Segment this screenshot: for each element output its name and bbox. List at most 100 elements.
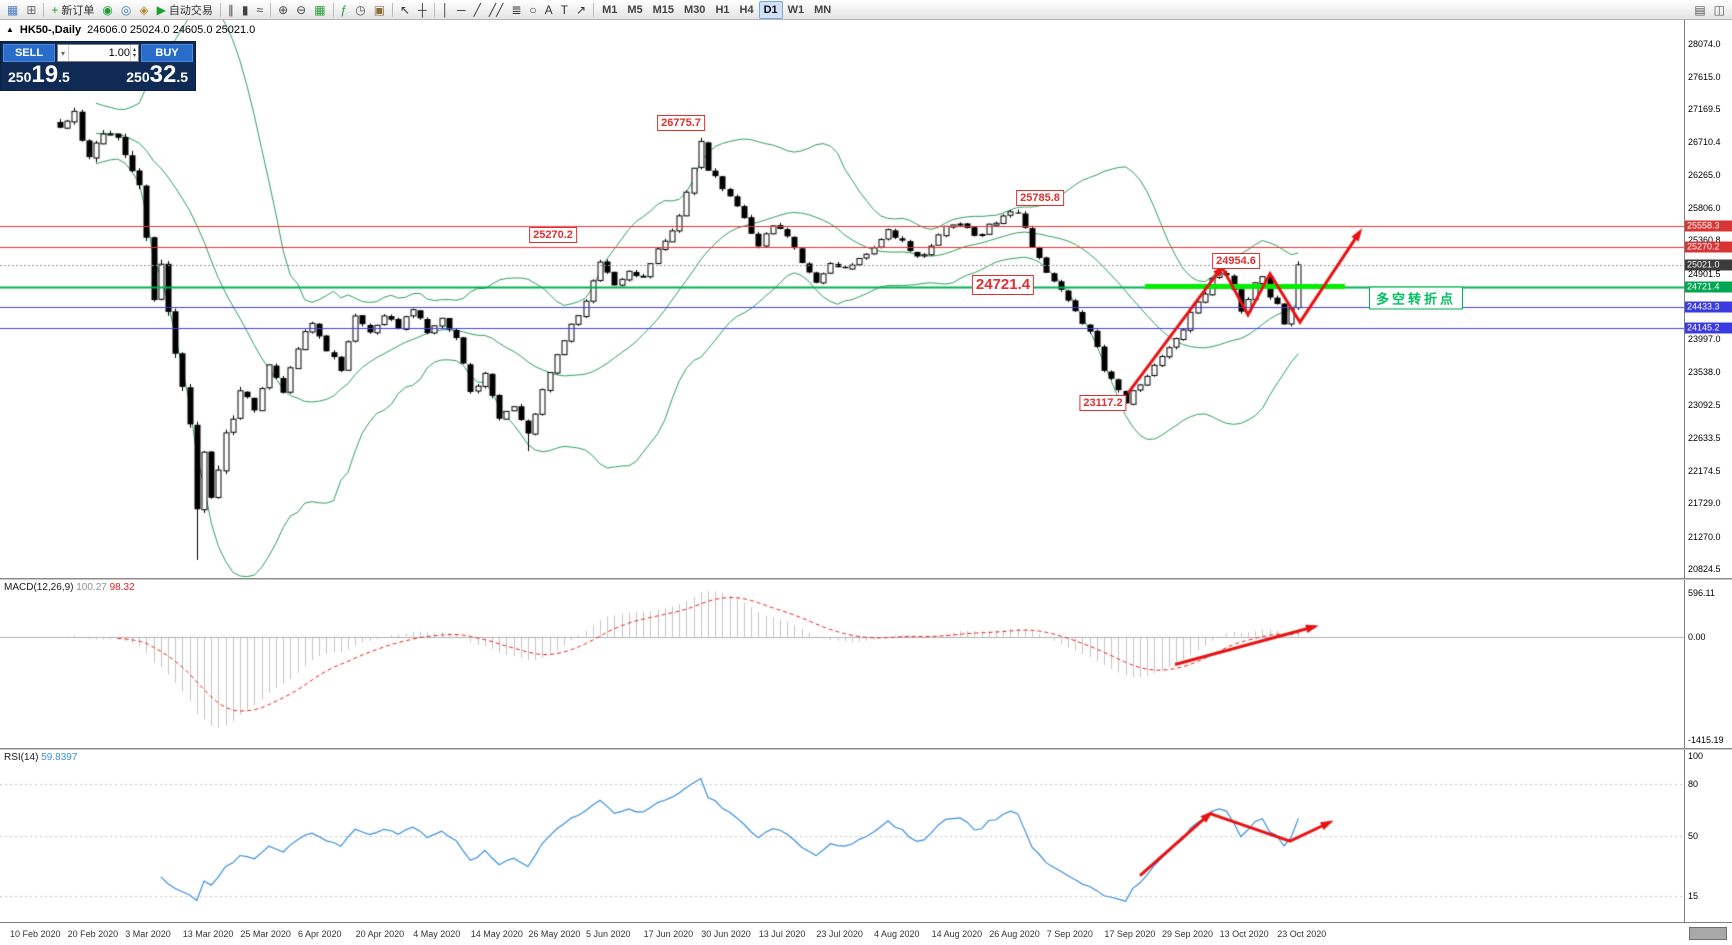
new-order-button[interactable]: + 新订单 bbox=[47, 1, 98, 19]
volume-up-icon[interactable]: ▴ bbox=[132, 47, 136, 53]
toolbar-separator bbox=[219, 2, 221, 17]
price-tag: 24721.4 bbox=[1685, 281, 1732, 293]
price-chart-canvas[interactable] bbox=[0, 20, 1684, 578]
volume-down-icon[interactable]: ▾ bbox=[132, 53, 136, 59]
price-tag: 24433.3 bbox=[1685, 301, 1732, 313]
rsi-panel: RSI(14) 59.8397 100 80 50 15 bbox=[0, 750, 1732, 922]
horizontal-line-icon[interactable]: ─ bbox=[453, 1, 470, 19]
panel-splitter-macd[interactable] bbox=[0, 578, 1732, 580]
indicators-icon[interactable]: ƒ bbox=[337, 1, 352, 19]
toolbar-separator bbox=[593, 2, 595, 17]
price-tick: 26265.0 bbox=[1688, 169, 1721, 180]
horizontal-scrollbar[interactable] bbox=[1689, 927, 1727, 940]
macd-canvas[interactable] bbox=[0, 580, 1684, 748]
vertical-line-icon[interactable]: │ bbox=[438, 1, 454, 19]
price-tick: 22633.5 bbox=[1688, 432, 1721, 443]
price-tick: 21729.0 bbox=[1688, 498, 1721, 509]
cursor-icon[interactable]: ↖ bbox=[396, 1, 414, 19]
tile-windows-icon[interactable]: ▦ bbox=[310, 1, 329, 19]
print-preview-icon[interactable]: ◫ bbox=[1710, 1, 1729, 19]
equidistant-channel-icon[interactable]: ╱╱ bbox=[485, 1, 507, 19]
line-chart-type-icon[interactable]: ≈ bbox=[252, 1, 267, 19]
candlestick-type-icon[interactable]: ▮ bbox=[238, 1, 253, 19]
autotrading-button[interactable]: ▶ 自动交易 bbox=[153, 1, 217, 19]
periods-icon[interactable]: ◷ bbox=[351, 1, 369, 19]
toolbar-separator bbox=[433, 2, 435, 17]
text-icon[interactable]: A bbox=[541, 1, 557, 19]
market-watch-icon[interactable]: ⊞ bbox=[22, 1, 40, 19]
expert-advisors-icon[interactable]: ◉ bbox=[98, 1, 116, 19]
timeframe-w1[interactable]: W1 bbox=[783, 1, 810, 19]
chart-window-icon[interactable]: ▦ bbox=[3, 1, 22, 19]
arrows-icon[interactable]: ↗ bbox=[572, 1, 590, 19]
zoom-in-icon[interactable]: ⊕ bbox=[274, 1, 292, 19]
price-axis[interactable]: 28074.0 27615.0 27169.5 26710.4 26265.0 25806… bbox=[1684, 20, 1732, 578]
sell-price[interactable]: 250 19.5 bbox=[8, 61, 70, 88]
volume-dropdown-icon[interactable]: ▾ bbox=[58, 45, 70, 61]
toolbar-separator bbox=[332, 2, 334, 17]
rsi-tick: 15 bbox=[1688, 891, 1699, 902]
fibonacci-icon[interactable]: ≣ bbox=[507, 1, 525, 19]
price-tick: 23092.5 bbox=[1688, 399, 1721, 410]
crosshair-icon[interactable]: ┼ bbox=[414, 1, 431, 19]
sell-button[interactable]: SELL bbox=[3, 44, 55, 62]
price-tag: 25270.2 bbox=[1685, 241, 1732, 253]
panel-splitter-rsi[interactable] bbox=[0, 748, 1732, 750]
rsi-axis[interactable]: 100 80 50 15 bbox=[1684, 750, 1732, 922]
price-tick: 23538.0 bbox=[1688, 367, 1721, 378]
date-label: 14 Aug 2020 bbox=[931, 929, 983, 939]
timeframe-d1[interactable]: D1 bbox=[758, 0, 783, 19]
price-chart-panel: 26775.7 25785.8 25270.2 24954.6 24721.4 23117… bbox=[0, 20, 1732, 578]
date-label: 20 Apr 2020 bbox=[355, 929, 405, 939]
date-label: 4 Aug 2020 bbox=[874, 929, 920, 939]
price-tick: 21270.0 bbox=[1688, 531, 1721, 542]
chart-window: 26775.7 25785.8 25270.2 24954.6 24721.4 23117… bbox=[0, 20, 1732, 945]
volume-spin-buttons[interactable]: ▴ ▾ bbox=[129, 45, 138, 61]
date-label: 5 Jun 2020 bbox=[586, 929, 631, 939]
print-icon[interactable]: ▤ bbox=[1690, 1, 1709, 19]
timeframe-h1[interactable]: H1 bbox=[710, 1, 734, 19]
trendline-icon[interactable]: ╱ bbox=[470, 1, 485, 19]
zoom-out-icon[interactable]: ⊖ bbox=[292, 1, 310, 19]
time-axis[interactable]: 10 Feb 2020 20 Feb 2020 3 Mar 2020 13 Mar 2… bbox=[0, 922, 1732, 945]
macd-tick: -1415.19 bbox=[1688, 735, 1724, 746]
date-label: 20 Feb 2020 bbox=[67, 929, 119, 939]
macd-tick: 596.11 bbox=[1688, 588, 1715, 599]
macd-tick: 0.00 bbox=[1688, 631, 1706, 642]
timeframe-mn[interactable]: MN bbox=[809, 1, 836, 19]
price-tag: 24145.2 bbox=[1685, 322, 1732, 334]
volume-input[interactable] bbox=[69, 45, 130, 61]
market-icon[interactable]: ◈ bbox=[135, 1, 152, 19]
timeframe-h4[interactable]: H4 bbox=[735, 1, 759, 19]
date-label: 13 Jul 2020 bbox=[758, 929, 806, 939]
date-label: 4 May 2020 bbox=[413, 929, 461, 939]
price-tick: 23997.0 bbox=[1688, 334, 1721, 345]
buy-button[interactable]: BUY bbox=[141, 44, 193, 62]
templates-icon[interactable]: ▣ bbox=[370, 1, 389, 19]
rsi-tick: 80 bbox=[1688, 779, 1699, 790]
chart-title: ▲ HK50-,Daily 24606.0 25024.0 24605.0 25… bbox=[6, 24, 255, 36]
timeframe-m30[interactable]: M30 bbox=[679, 1, 710, 19]
timeframe-m15[interactable]: M15 bbox=[648, 1, 679, 19]
macd-label: MACD(12,26,9) 100.27 98.32 bbox=[4, 582, 135, 593]
price-tick: 22174.5 bbox=[1688, 466, 1721, 477]
volume-stepper[interactable]: ▾ ▴▾ bbox=[57, 44, 139, 62]
price-tag: 25558.3 bbox=[1685, 220, 1732, 232]
top-toolbar: ▦ ⊞ + 新订单 ◉ ◎ ◈ ▶ 自动交易 ∥ ▮ ≈ ⊕ ⊖ ▦ ƒ ◷ ▣ ↖ ┼ │ ─ ╱ ╱╱ ≣ ○ A T ↗ M1 M5 M… bbox=[0, 0, 1732, 20]
rsi-tick: 50 bbox=[1688, 831, 1699, 841]
shapes-icon[interactable]: ○ bbox=[525, 1, 540, 19]
macd-axis[interactable]: 596.11 0.00 -1415.19 bbox=[1684, 580, 1732, 748]
timeframe-m5[interactable]: M5 bbox=[622, 1, 647, 19]
collapse-icon[interactable]: ▲ bbox=[6, 25, 14, 34]
date-label: 30 Jun 2020 bbox=[701, 929, 751, 939]
rsi-canvas[interactable] bbox=[0, 750, 1684, 922]
bar-chart-type-icon[interactable]: ∥ bbox=[224, 1, 238, 19]
signals-icon[interactable]: ◎ bbox=[117, 1, 135, 19]
date-label: 23 Oct 2020 bbox=[1277, 929, 1327, 939]
date-label: 13 Mar 2020 bbox=[182, 929, 234, 939]
text-label-icon[interactable]: T bbox=[557, 1, 572, 19]
timeframe-m1[interactable]: M1 bbox=[597, 1, 622, 19]
buy-price[interactable]: 250 32.5 bbox=[126, 61, 188, 88]
symbol-period-label: HK50-,Daily bbox=[19, 24, 82, 36]
